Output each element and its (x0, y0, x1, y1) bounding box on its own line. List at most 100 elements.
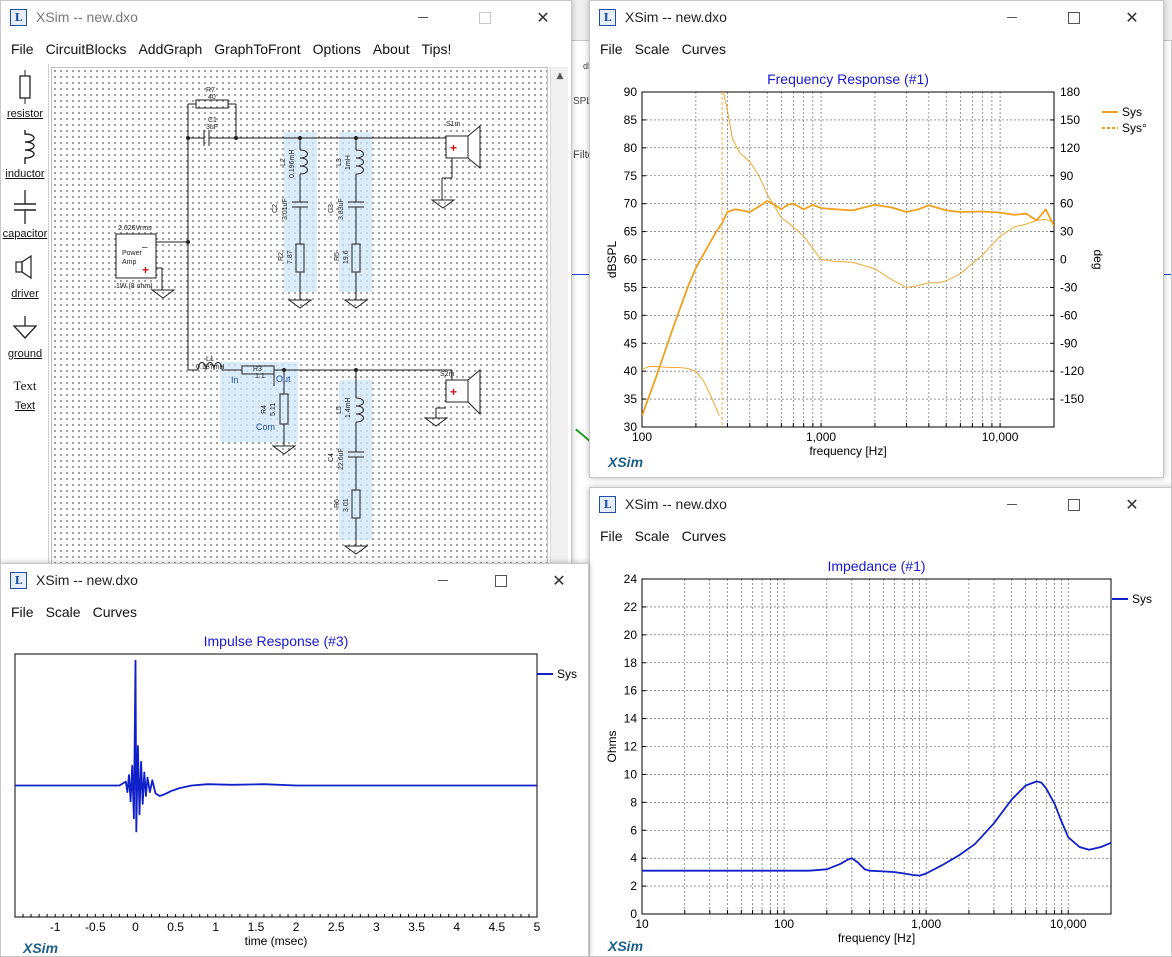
menu-tips[interactable]: Tips! (421, 41, 452, 57)
xsim-watermark: XSim (22, 940, 58, 956)
y2-tick-label: 60 (1060, 197, 1074, 211)
y-tick-label: 70 (624, 197, 638, 211)
chart-title: Impedance (#1) (827, 558, 925, 574)
palette-label: Text (14, 400, 36, 412)
ground-icon (12, 316, 38, 339)
y-axis-label: Ohms (605, 730, 619, 762)
palette-ground[interactable]: ground (1, 312, 49, 360)
menu-file[interactable]: File (11, 41, 34, 57)
x-tick-label: 3.5 (408, 920, 425, 934)
impulse-titlebar[interactable]: L XSim -- new.dxo ✕ (1, 564, 588, 597)
y-tick-label: 45 (624, 336, 638, 350)
palette-label: ground (7, 348, 43, 360)
chart-title: Frequency Response (#1) (767, 71, 929, 87)
menu-circuitblocks[interactable]: CircuitBlocks (45, 41, 127, 57)
label-l3: L3 (336, 158, 343, 166)
menu-file[interactable]: File (600, 41, 623, 57)
label-s1m: S1m (446, 121, 461, 128)
schematic-scrollbar[interactable]: ▲ (550, 67, 568, 567)
chart-title: Impulse Response (#3) (204, 633, 349, 649)
palette-driver[interactable]: driver (1, 252, 49, 300)
plot-frame (641, 578, 1112, 915)
label-c1: C1 (208, 117, 217, 124)
maximize-button[interactable] (463, 1, 507, 34)
impulse-chart[interactable]: Impulse Response (#3) -1 -0.5 0 0.5 1 1.5 2 2.5 3… (1, 627, 589, 957)
xsim-watermark: XSim (607, 454, 643, 470)
close-button[interactable]: ✕ (1125, 495, 1139, 514)
circuit-window[interactable]: L XSim -- new.dxo ✕ File CircuitBlocks A… (0, 0, 572, 580)
maximize-button[interactable] (1052, 488, 1096, 521)
app-icon: L (10, 9, 27, 26)
label-r6: R6 (334, 499, 341, 508)
palette-text[interactable]: Text Text (1, 376, 49, 412)
menu-options[interactable]: Options (312, 41, 361, 57)
impedance-window[interactable]: L XSim -- new.dxo ✕ File Scale Curves Im… (589, 487, 1172, 957)
menu-curves[interactable]: Curves (681, 41, 726, 57)
menu-scale[interactable]: Scale (634, 528, 670, 544)
svg-text:+: + (450, 385, 457, 399)
x-tick-label: 1,000 (911, 917, 941, 931)
close-button[interactable]: ✕ (552, 571, 566, 590)
menu-scale[interactable]: Scale (45, 604, 81, 620)
y2-tick-label: -60 (1060, 308, 1078, 322)
close-button[interactable]: ✕ (1125, 8, 1139, 27)
window-title: XSim -- new.dxo (36, 9, 138, 25)
menu-graphtofront[interactable]: GraphToFront (214, 41, 301, 57)
amp-line2: Amp (122, 259, 137, 266)
y-tick-label: 80 (624, 141, 638, 155)
minimize-button[interactable] (990, 1, 1034, 34)
menu-addgraph[interactable]: AddGraph (138, 41, 203, 57)
imp-menubar: File Scale Curves (590, 521, 1171, 551)
label-c4: C4 (328, 453, 335, 462)
circuit-menubar: File CircuitBlocks AddGraph GraphToFront… (1, 34, 571, 64)
x-axis-label: frequency [Hz] (838, 931, 915, 945)
value-r3: 1.1 (255, 373, 265, 380)
circuit-titlebar[interactable]: L XSim -- new.dxo ✕ (1, 1, 571, 34)
frequency-window[interactable]: L XSim -- new.dxo ✕ File Scale Curves Fr… (589, 0, 1164, 478)
text-icon: Text (13, 378, 37, 393)
label-s2m: S2m (440, 371, 455, 378)
y-tick-label: 55 (624, 280, 638, 294)
label-l5: L5 (336, 406, 343, 414)
menu-file[interactable]: File (600, 528, 623, 544)
impulse-window[interactable]: L XSim -- new.dxo ✕ File Scale Curves Im… (0, 563, 589, 957)
menu-about[interactable]: About (372, 41, 410, 57)
palette-resistor[interactable]: resistor (1, 70, 49, 120)
y2-tick-label: 180 (1060, 85, 1080, 99)
y-tick-label: 8 (630, 795, 637, 809)
label-r5: R5 (334, 252, 341, 261)
menu-file[interactable]: File (11, 604, 34, 620)
y-tick-label: 6 (630, 823, 637, 837)
freq-titlebar[interactable]: L XSim -- new.dxo ✕ (590, 1, 1163, 34)
minimize-button[interactable] (421, 564, 465, 597)
scroll-up-arrow[interactable]: ▲ (556, 71, 564, 81)
schematic-canvas[interactable]: + + + – R7 40 C1 3uF S1m S2m L2 0.196mH … (51, 67, 548, 567)
x-tick-label: 10,000 (982, 430, 1019, 444)
palette-label: capacitor (2, 228, 48, 240)
y2-tick-label: -120 (1060, 364, 1084, 378)
menu-scale[interactable]: Scale (634, 41, 670, 57)
minimize-button[interactable] (990, 488, 1034, 521)
menu-curves[interactable]: Curves (681, 528, 726, 544)
value-r5: 19.6 (343, 250, 350, 264)
menu-curves[interactable]: Curves (92, 604, 137, 620)
maximize-button[interactable] (1052, 1, 1096, 34)
label-r4: R4 (261, 405, 268, 414)
series-line-0 (642, 200, 1054, 417)
impedance-chart[interactable]: Impedance (#1)10 100 1,000 10,000frequency … (590, 551, 1172, 957)
window-title: XSim -- new.dxo (625, 9, 727, 25)
palette-capacitor[interactable]: capacitor (1, 190, 49, 240)
maximize-button[interactable] (479, 564, 523, 597)
y2-tick-label: 120 (1060, 141, 1080, 155)
x-tick-label: 100 (632, 430, 652, 444)
palette-inductor[interactable]: inductor (1, 130, 49, 180)
frequency-chart[interactable]: Frequency Response (#1) 100 1,000 10,000 fre… (590, 64, 1164, 478)
imp-titlebar[interactable]: L XSim -- new.dxo ✕ (590, 488, 1171, 521)
x-tick-label: 100 (774, 917, 794, 931)
x-tick-label: 3 (373, 920, 380, 934)
x-tick-label: -0.5 (85, 920, 106, 934)
xsim-watermark: XSim (607, 938, 643, 954)
close-button[interactable]: ✕ (536, 8, 550, 27)
x-tick-label: -1 (50, 920, 61, 934)
minimize-button[interactable] (401, 1, 445, 34)
